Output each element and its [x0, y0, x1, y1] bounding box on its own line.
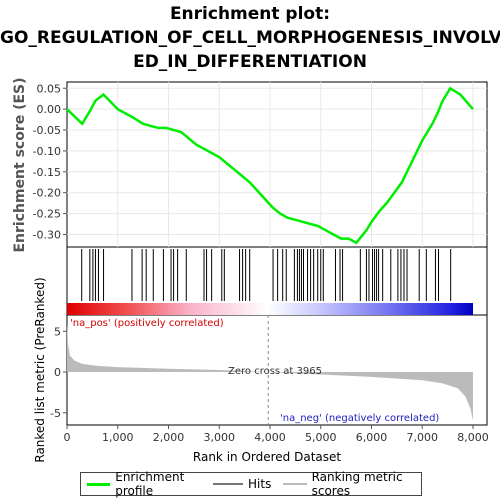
x-tick-label: 7,000 [407, 431, 439, 444]
legend-item-enrichment: Enrichment profile [87, 470, 201, 498]
x-tick-label: 1,000 [102, 431, 134, 444]
pos-correlated-label: 'na_pos' (positively correlated) [70, 318, 224, 329]
neg-correlated-label: 'na_neg' (negatively correlated) [280, 413, 439, 424]
es-y-ticks: 0.05 0.00 -0.05 -0.10 -0.15 -0.20 -0.25 -0.30 [33, 82, 67, 241]
legend-label-enrichment: Enrichment profile [115, 470, 185, 498]
es-y-axis-label: Enrichment score (ES) [12, 77, 28, 252]
enrichment-profile-line [66, 86, 474, 245]
x-tick-label: 5,000 [305, 431, 337, 444]
legend-label-hits: Hits [248, 477, 272, 491]
title-line-2: GO_REGULATION_OF_CELL_MORPHOGENESIS_INVO… [0, 28, 500, 48]
rank-y-tick-label: 0 [54, 366, 61, 379]
page-title: Enrichment plot: GO_REGULATION_OF_CELL_M… [0, 2, 500, 74]
rank-y-axis-label: Ranked list metric (PreRanked) [33, 277, 47, 462]
rank-y-tick-label: -5 [50, 407, 61, 420]
es-y-tick-label: -0.15 [33, 166, 61, 179]
enrichment-line-swatch-icon [87, 482, 111, 486]
hits-line-swatch-icon [213, 483, 244, 485]
x-tick-label: 2,000 [153, 431, 185, 444]
x-tick-label: 8,000 [457, 431, 489, 444]
hits-marks [81, 249, 452, 301]
title-line-1: Enrichment plot: [169, 4, 331, 24]
x-tick-label: 6,000 [356, 431, 388, 444]
x-tick-label: 4,000 [254, 431, 286, 444]
legend: Enrichment profile Hits Ranking metric s… [80, 470, 422, 498]
x-tick-label: 3,000 [204, 431, 236, 444]
es-y-tick-label: -0.30 [33, 228, 61, 241]
rank-y-ticks: 5 0 -5 [50, 325, 67, 420]
legend-item-ranking: Ranking metric scores [283, 470, 415, 498]
legend-item-hits: Hits [213, 477, 271, 491]
es-y-tick-label: -0.25 [33, 208, 61, 221]
title-line-3: ED_IN_DIFFERENTIATION [133, 52, 367, 72]
es-y-tick-label: 0.05 [37, 82, 62, 95]
x-tick-label: 0 [64, 431, 71, 444]
zero-cross-label: Zero cross at 3965 [228, 366, 322, 377]
legend-label-ranking: Ranking metric scores [311, 470, 403, 498]
es-y-tick-label: 0.00 [37, 103, 62, 116]
es-y-tick-label: -0.05 [33, 124, 61, 137]
es-y-tick-label: -0.10 [33, 145, 61, 158]
ranking-metric-area [67, 323, 473, 421]
ranking-line-swatch-icon [283, 483, 307, 485]
rank-y-tick-label: 5 [54, 325, 61, 338]
rank-x-ticks: 0 1,000 2,000 3,000 4,000 5,000 6,000 7,000 8,00… [64, 425, 489, 444]
es-plot-frame [66, 81, 488, 248]
x-axis-label: Rank in Ordered Dataset [193, 450, 341, 464]
rank-gradient-bar [67, 303, 473, 315]
es-y-tick-label: -0.20 [33, 187, 61, 200]
